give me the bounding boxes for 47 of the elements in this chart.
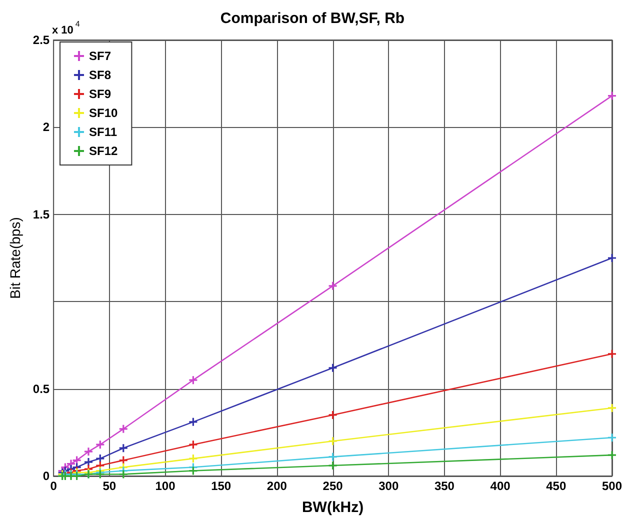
point <box>119 470 128 478</box>
x-tick-label: 250 <box>322 479 344 493</box>
y-tick-label: 2 <box>42 120 50 134</box>
point <box>608 254 616 262</box>
point <box>189 418 198 426</box>
chart-title: Comparison of BW,SF, Rb <box>220 10 405 27</box>
point <box>608 92 616 100</box>
point <box>328 410 337 419</box>
y-axis-title: Bit Rate(bps) <box>7 217 23 299</box>
point <box>328 462 337 470</box>
y-tick-label: 2.5 <box>32 33 50 47</box>
point <box>84 448 92 456</box>
x-tick-label: 300 <box>378 479 399 493</box>
x-tick-label: 50 <box>102 479 116 493</box>
legend-label: SF8 <box>89 68 112 82</box>
point <box>328 282 337 290</box>
point <box>189 454 198 463</box>
legend-label: SF10 <box>89 106 118 120</box>
point <box>608 350 616 358</box>
point <box>96 440 104 449</box>
point <box>608 451 616 460</box>
point <box>119 424 128 433</box>
point <box>608 404 616 412</box>
point <box>189 466 198 475</box>
point <box>328 364 337 372</box>
x-axis-title: BW(kHz) <box>302 499 364 516</box>
x-tick-label: 450 <box>546 479 566 493</box>
point <box>608 434 616 442</box>
point <box>328 437 337 446</box>
point <box>189 440 198 449</box>
x-tick-label: 200 <box>266 479 288 493</box>
point <box>119 444 128 452</box>
legend-label: SF9 <box>89 87 112 101</box>
y-tick-label: 0.5 <box>32 382 50 396</box>
x-tick-label: 500 <box>602 479 622 493</box>
legend-label: SF11 <box>89 125 118 139</box>
point <box>328 452 337 461</box>
legend-label: SF12 <box>89 144 118 158</box>
x-tick-label: 400 <box>490 479 511 493</box>
point <box>189 376 198 384</box>
y-tick-label: 0 <box>42 469 50 483</box>
y-tick-label: 1.5 <box>32 207 50 222</box>
x-tick-label: 350 <box>434 479 455 493</box>
point <box>84 458 92 466</box>
x-tick-label: 100 <box>155 479 176 493</box>
legend-label: SF7 <box>89 49 112 63</box>
x-tick-label: 150 <box>211 479 232 493</box>
